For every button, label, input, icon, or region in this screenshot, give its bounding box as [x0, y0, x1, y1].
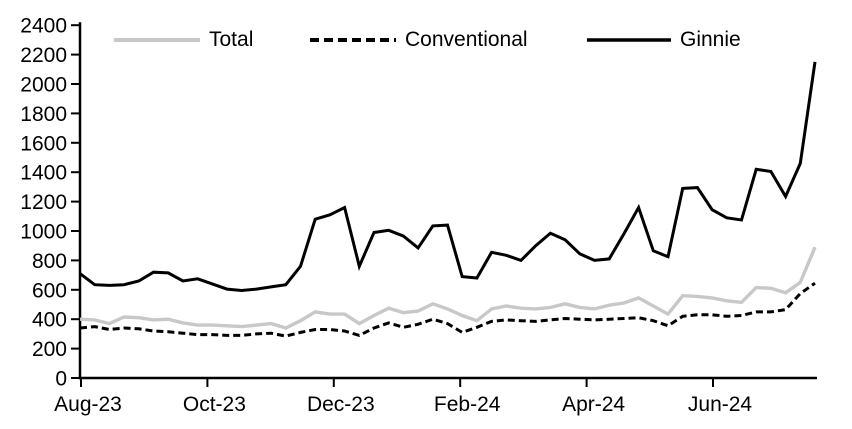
y-tick-label: 1800 — [20, 103, 67, 126]
y-tick-label: 1400 — [20, 162, 67, 185]
legend-label-ginnie: Ginnie — [680, 28, 741, 51]
series-line-ginnie — [79, 61, 817, 293]
series-line-total — [79, 246, 817, 330]
y-tick-label: 200 — [32, 338, 67, 361]
legend-item-ginnie: Ginnie — [587, 24, 741, 56]
series-line-conventional — [79, 281, 816, 338]
y-tick-label: 2400 — [20, 15, 67, 38]
x-tick-label: Jun-24 — [688, 393, 753, 416]
x-tick-label: Dec-23 — [307, 393, 375, 416]
legend-item-total: Total — [114, 24, 253, 56]
x-tick-label: Oct-23 — [183, 393, 246, 416]
y-tick-label: 0 — [55, 368, 67, 391]
legend-label-conventional: Conventional — [405, 28, 528, 51]
x-tick-label: Aug-23 — [54, 393, 122, 416]
y-tick-label: 1600 — [20, 132, 67, 155]
y-tick-label: 400 — [32, 309, 67, 332]
x-tick-label: Feb-24 — [434, 393, 501, 416]
y-tick-label: 600 — [32, 279, 67, 302]
y-tick-label: 1000 — [20, 221, 67, 244]
y-tick-label: 1200 — [20, 191, 67, 214]
x-tick-label: Apr-24 — [562, 393, 625, 416]
y-tick-label: 2200 — [20, 44, 67, 67]
conventional-line-sample-icon — [310, 38, 396, 42]
ginnie-line-sample-icon — [587, 38, 671, 42]
legend-label-total: Total — [209, 28, 254, 51]
y-tick-label: 2000 — [20, 74, 67, 97]
y-tick-label: 800 — [32, 250, 67, 273]
total-line-sample-icon — [114, 38, 200, 42]
legend: Total Conventional Ginnie — [0, 24, 852, 56]
legend-item-conventional: Conventional — [310, 24, 528, 56]
